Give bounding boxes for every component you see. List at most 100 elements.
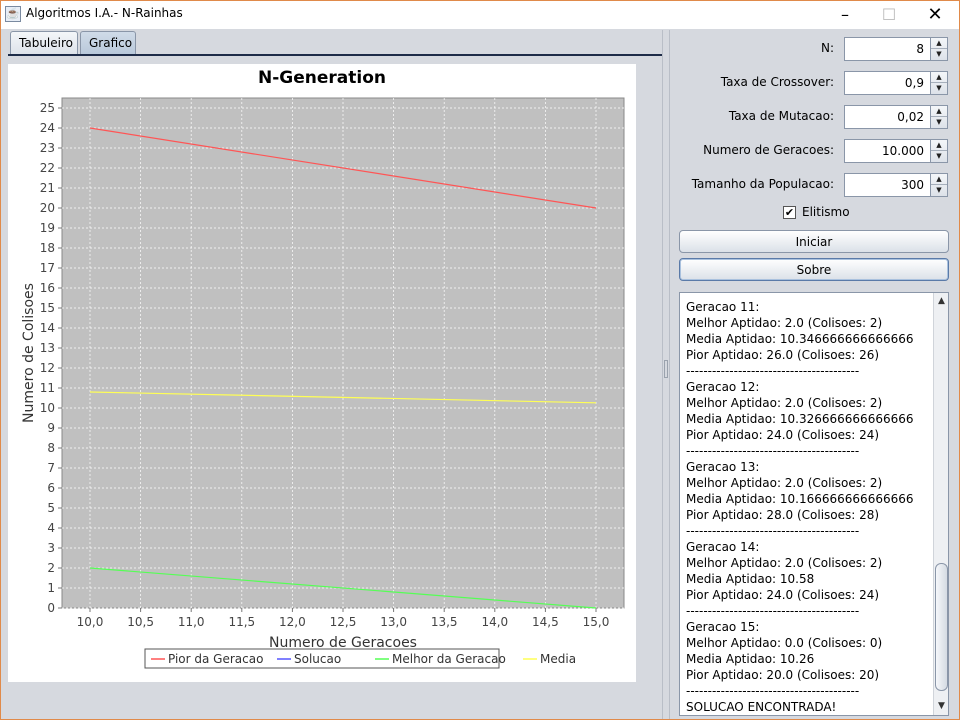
y-tick-label: 0 — [47, 601, 55, 615]
log-scrollbar[interactable]: ▲ ▼ — [933, 293, 948, 715]
log-line: Melhor Aptidao: 2.0 (Colisoes: 2) — [686, 476, 883, 490]
close-button[interactable]: ✕ — [927, 4, 943, 25]
scroll-up-arrow-icon[interactable]: ▲ — [938, 296, 945, 306]
log-line: Media Aptidao: 10.166666666666666 — [686, 492, 914, 506]
title-bar[interactable]: ☕ Algoritmos I.A.- N-Rainhas – ☐ ✕ — [0, 0, 960, 29]
iniciar-button[interactable]: Iniciar — [679, 230, 949, 253]
chart-title: N-Generation — [258, 68, 386, 88]
divider-grip[interactable] — [664, 360, 668, 378]
legend-item: Pior da Geracao — [168, 652, 263, 666]
crossover-spinner[interactable]: ▲ ▼ — [844, 71, 948, 95]
series-line-2 — [89, 567, 597, 609]
minimize-button[interactable]: – — [841, 5, 849, 24]
checkmark-icon[interactable]: ✔ — [783, 206, 796, 219]
y-tick-label: 12 — [40, 361, 55, 375]
scroll-thumb[interactable] — [935, 563, 948, 691]
log-line: ---------------------------------------- — [686, 684, 860, 698]
log-line: Geracao 15: — [686, 620, 760, 634]
log-line: ---------------------------------------- — [686, 444, 860, 458]
y-tick-label: 1 — [47, 581, 55, 595]
mutacao-spinner-buttons[interactable]: ▲ ▼ — [931, 105, 948, 129]
tab-grafico[interactable]: Grafico — [80, 31, 136, 55]
log-line: Media Aptidao: 10.26 — [686, 652, 815, 666]
y-tick-label: 9 — [47, 421, 55, 435]
y-tick-label: 22 — [40, 161, 55, 175]
log-line: ---------------------------------------- — [686, 524, 860, 538]
y-tick-label: 2 — [47, 561, 55, 575]
legend-item: Solucao — [294, 652, 341, 666]
x-tick-label: 13,0 — [380, 615, 407, 629]
y-tick-label: 8 — [47, 441, 55, 455]
crossover-label: Taxa de Crossover: — [720, 75, 834, 89]
y-tick-label: 19 — [40, 221, 55, 235]
geracoes-spinner-buttons[interactable]: ▲ ▼ — [931, 139, 948, 163]
y-tick-label: 16 — [40, 281, 55, 295]
log-line: ---------------------------------------- — [686, 364, 860, 378]
log-line: Media Aptidao: 10.326666666666666 — [686, 412, 914, 426]
geracoes-label: Numero de Geracoes: — [703, 143, 834, 157]
x-tick-label: 12,5 — [330, 615, 357, 629]
log-line: Melhor Aptidao: 2.0 (Colisoes: 2) — [686, 556, 883, 570]
n-spinner[interactable]: ▲ ▼ — [844, 37, 948, 61]
java-app-icon: ☕ — [5, 6, 21, 22]
crossover-spinner-buttons[interactable]: ▲ ▼ — [931, 71, 948, 95]
log-line: Melhor Aptidao: 0.0 (Colisoes: 0) — [686, 636, 883, 650]
y-tick-label: 15 — [40, 301, 55, 315]
log-textarea[interactable]: Geracao 11: Melhor Aptidao: 2.0 (Colisoes… — [679, 292, 949, 716]
spin-up-icon[interactable]: ▲ — [931, 106, 947, 117]
x-tick-label: 10,5 — [127, 615, 154, 629]
y-tick-label: 10 — [40, 401, 55, 415]
log-line: ---------------------------------------- — [686, 604, 860, 618]
log-line: Pior Aptidao: 26.0 (Colisoes: 26) — [686, 348, 880, 362]
y-axis-label: Numero de Colisoes — [21, 283, 37, 423]
tab-underline — [8, 54, 662, 56]
log-line: Melhor Aptidao: 2.0 (Colisoes: 2) — [686, 316, 883, 330]
series-line-3 — [89, 391, 597, 404]
spin-down-icon[interactable]: ▼ — [936, 118, 942, 126]
spin-up-icon[interactable]: ▲ — [931, 140, 947, 151]
n-spinner-buttons[interactable]: ▲ ▼ — [931, 37, 948, 61]
split-pane-divider[interactable] — [662, 30, 670, 720]
geracoes-input[interactable] — [844, 139, 931, 163]
spin-down-icon[interactable]: ▼ — [936, 152, 942, 160]
elitismo-label[interactable]: Elitismo — [802, 205, 850, 219]
populacao-label: Tamanho da Populacao: — [691, 177, 834, 191]
populacao-input[interactable] — [844, 173, 931, 197]
log-line: Pior Aptidao: 24.0 (Colisoes: 24) — [686, 588, 880, 602]
populacao-spinner[interactable]: ▲ ▼ — [844, 173, 948, 197]
log-content: Geracao 11: Melhor Aptidao: 2.0 (Colisoes… — [686, 299, 932, 715]
window-title: Algoritmos I.A.- N-Rainhas — [26, 6, 183, 20]
log-line: Geracao 11: — [686, 300, 760, 314]
spin-down-icon[interactable]: ▼ — [936, 84, 942, 92]
y-tick-label: 24 — [40, 121, 55, 135]
y-tick-label: 3 — [47, 541, 55, 555]
log-line: Geracao 14: — [686, 540, 760, 554]
geracoes-spinner[interactable]: ▲ ▼ — [844, 139, 948, 163]
mutacao-spinner[interactable]: ▲ ▼ — [844, 105, 948, 129]
tab-tabuleiro[interactable]: Tabuleiro — [10, 31, 78, 55]
spin-up-icon[interactable]: ▲ — [931, 38, 947, 49]
spin-up-icon[interactable]: ▲ — [931, 72, 947, 83]
spin-down-icon[interactable]: ▼ — [936, 50, 942, 58]
populacao-spinner-buttons[interactable]: ▲ ▼ — [931, 173, 948, 197]
y-tick-label: 25 — [40, 101, 55, 115]
mutacao-input[interactable] — [844, 105, 931, 129]
crossover-input[interactable] — [844, 71, 931, 95]
legend-item: Melhor da Geracao — [392, 652, 506, 666]
y-tick-label: 21 — [40, 181, 55, 195]
series-line-0 — [89, 127, 597, 209]
n-label: N: — [820, 41, 834, 55]
y-tick-label: 7 — [47, 461, 55, 475]
spin-up-icon[interactable]: ▲ — [931, 174, 947, 185]
sobre-button[interactable]: Sobre — [679, 258, 949, 281]
spin-down-icon[interactable]: ▼ — [936, 186, 942, 194]
log-line: Geracao 12: — [686, 380, 760, 394]
scroll-down-arrow-icon[interactable]: ▼ — [938, 701, 945, 711]
n-input[interactable] — [844, 37, 931, 61]
maximize-button[interactable]: ☐ — [881, 5, 897, 24]
chart-panel: N-Generation 0 1 2 3 4 5 6 7 8 9 10 11 12 13 14 15 16 17 18… — [8, 64, 636, 682]
y-tick-label: 5 — [47, 501, 55, 515]
x-tick-label: 12,0 — [279, 615, 306, 629]
log-line: Pior Aptidao: 20.0 (Colisoes: 20) — [686, 668, 880, 682]
legend-box — [144, 648, 500, 669]
